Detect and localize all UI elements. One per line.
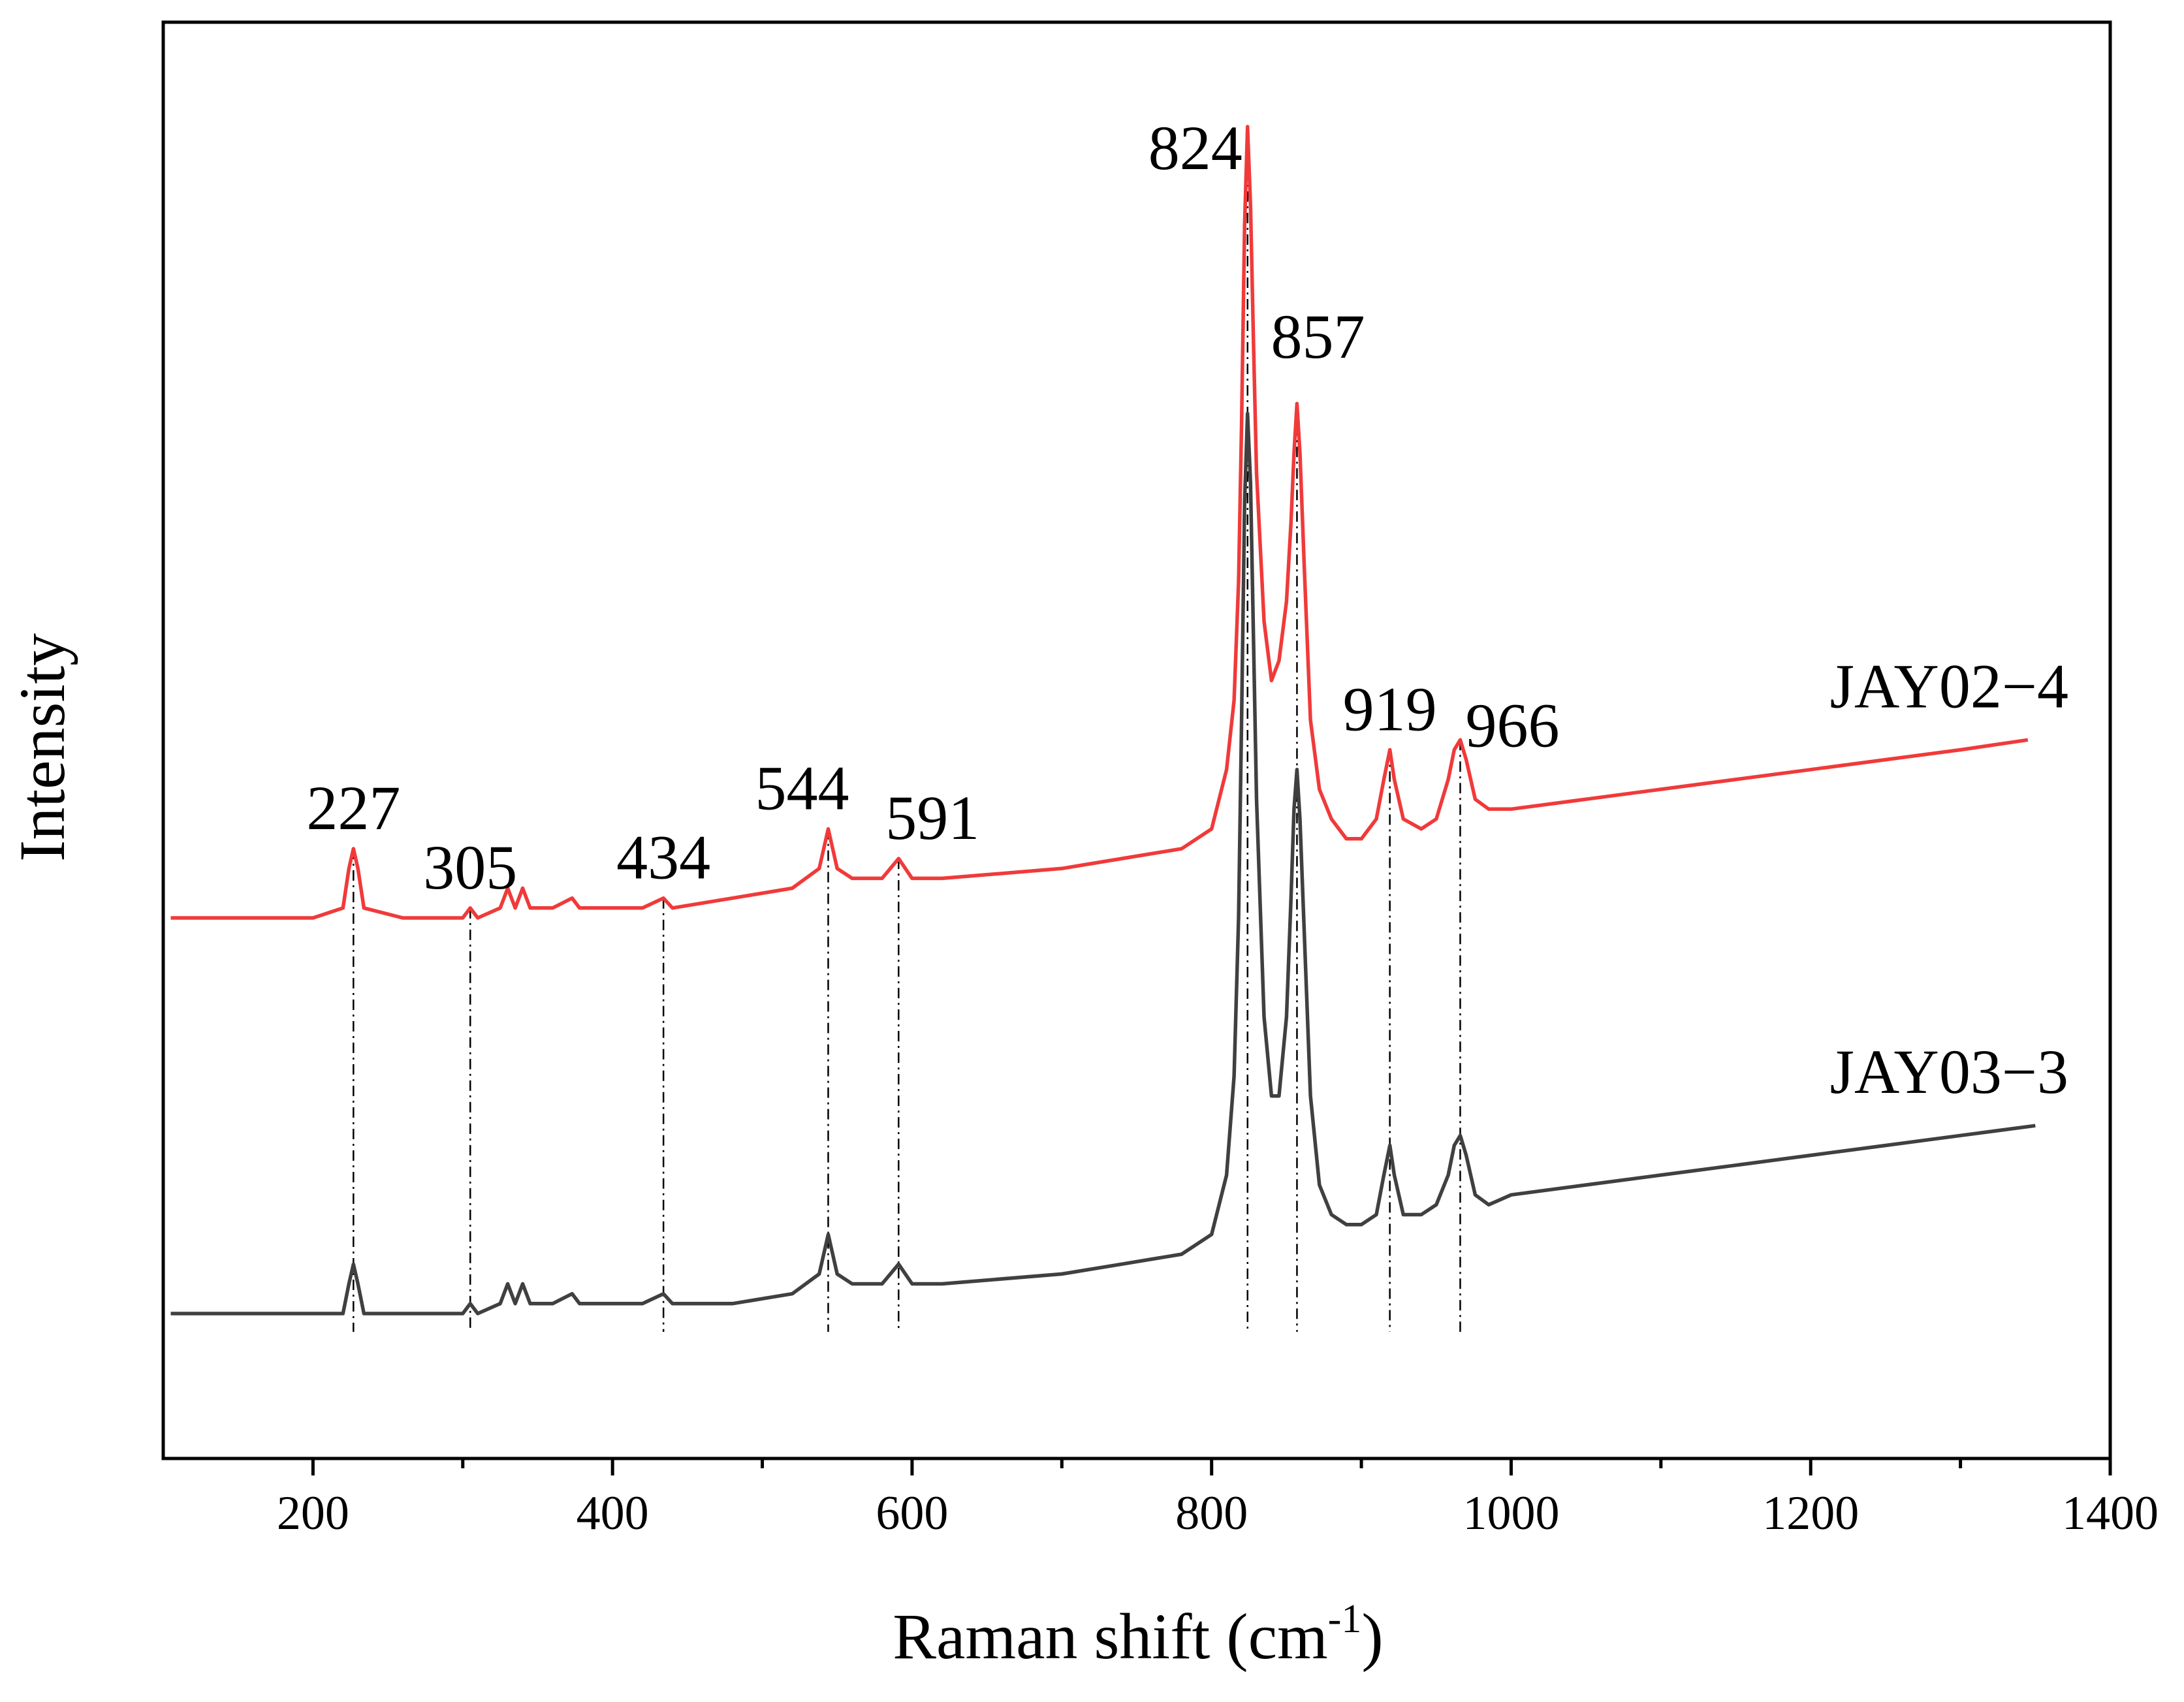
x-tick-label: 200 — [277, 1487, 349, 1540]
peak-labels: 227 305 434 544 591 824 857 919 966 — [306, 113, 1559, 902]
peak-guide-lines — [353, 127, 1461, 1332]
x-axis-title-suffix: ) — [1361, 1600, 1383, 1673]
x-tick-label: 600 — [876, 1487, 948, 1540]
x-tick-label: 1000 — [1463, 1487, 1559, 1540]
x-tick-label: 400 — [577, 1487, 649, 1540]
peak-label: 434 — [616, 823, 710, 892]
peak-label: 966 — [1465, 690, 1559, 760]
plot-frame — [161, 20, 2112, 1460]
x-tick-label: 1200 — [1762, 1487, 1859, 1540]
series-labels: JAY02−4 JAY03−3 — [1830, 651, 2068, 1107]
y-axis-title: Intensity — [6, 633, 78, 862]
series-line — [170, 125, 2029, 920]
x-axis-title-superscript: -1 — [1328, 1597, 1362, 1641]
x-axis-title-main: Raman shift (cm — [893, 1600, 1328, 1673]
peak-label: 544 — [755, 753, 849, 823]
peak-label: 305 — [423, 832, 517, 902]
peak-label: 857 — [1271, 302, 1365, 371]
peak-label: 919 — [1343, 674, 1437, 744]
peak-label: 227 — [306, 773, 400, 843]
series-lines — [170, 125, 2036, 1316]
peak-label: 591 — [885, 783, 979, 853]
x-axis-ticks: 200 400 600 800 1000 1200 1400 — [277, 1458, 2159, 1540]
series-line — [170, 411, 2036, 1316]
peak-label: 824 — [1148, 113, 1242, 183]
x-tick-label: 1400 — [2062, 1487, 2159, 1540]
x-tick-label: 800 — [1175, 1487, 1248, 1540]
series-label: JAY02−4 — [1830, 651, 2068, 721]
x-axis-title: Raman shift (cm-1) — [893, 1597, 1383, 1673]
series-label: JAY03−3 — [1830, 1037, 2068, 1107]
